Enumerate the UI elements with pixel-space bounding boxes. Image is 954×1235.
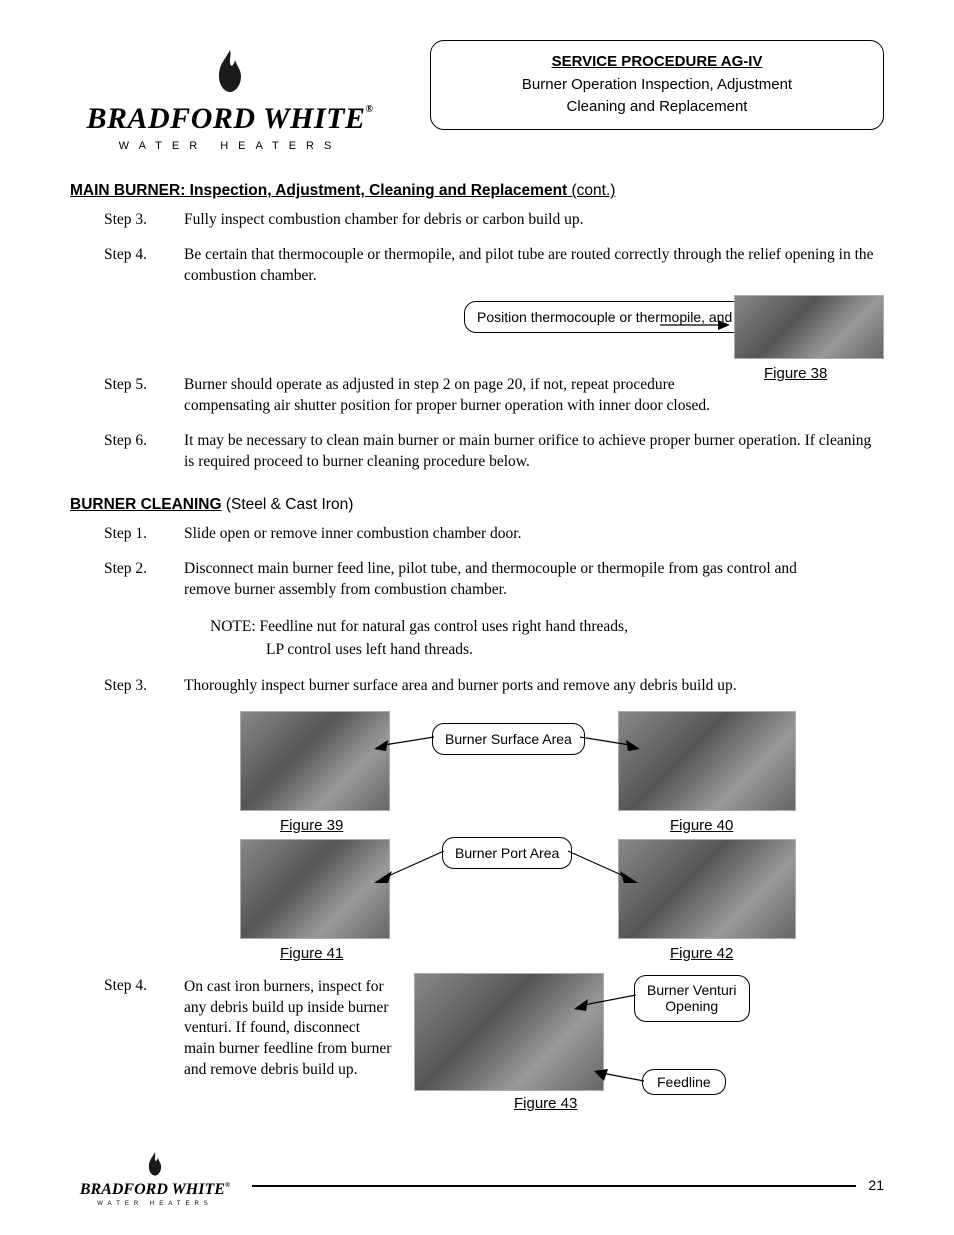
arrow-icon [374, 845, 444, 885]
note-line: NOTE: Feedline nut for natural gas contr… [210, 615, 884, 638]
step-text: Slide open or remove inner combustion ch… [184, 524, 884, 545]
figure-39-image [240, 711, 390, 811]
footer-tagline: WATER HEATERS [70, 1201, 240, 1207]
step-text: On cast iron burners, inspect for any de… [184, 977, 394, 1082]
page: BRADFORD WHITE® WATER HEATERS SERVICE PR… [0, 0, 954, 1235]
arrow-icon [568, 845, 638, 885]
section-heading-main-burner: MAIN BURNER: Inspection, Adjustment, Cle… [70, 182, 884, 200]
figure-38-block: Position thermocouple or thermopile, and… [104, 301, 884, 381]
figure-43-block: Burner VenturiOpening Feedline Figure 43 [394, 977, 884, 1117]
procedure-box: SERVICE PROCEDURE AG-IV Burner Operation… [430, 40, 884, 130]
figure-43-caption: Figure 43 [514, 1095, 577, 1112]
figure-grid: Burner Surface Area Figure 39 Figure 40 … [70, 711, 884, 971]
footer-logo: BRADFORD WHITE® WATER HEATERS [70, 1151, 240, 1207]
flame-icon [205, 48, 255, 98]
figure-42-image [618, 839, 796, 939]
step-row: Step 1. Slide open or remove inner combu… [104, 524, 884, 545]
arrow-icon [374, 731, 434, 751]
step-text: Thoroughly inspect burner surface area a… [184, 676, 884, 697]
step-row: Step 3. Thoroughly inspect burner surfac… [104, 676, 884, 697]
step-label: Step 3. [104, 210, 184, 231]
logo-block: BRADFORD WHITE® WATER HEATERS [70, 40, 390, 152]
page-number: 21 [868, 1177, 884, 1193]
step-row: Step 6. It may be necessary to clean mai… [104, 431, 884, 473]
figure-41-caption: Figure 41 [280, 945, 343, 962]
figure-41-image [240, 839, 390, 939]
step-text: It may be necessary to clean main burner… [184, 431, 884, 473]
figure-40-image [618, 711, 796, 811]
step4-block: Step 4. On cast iron burners, inspect fo… [104, 977, 884, 1117]
step-label: Step 1. [104, 524, 184, 545]
arrow-icon [574, 991, 636, 1011]
page-header: BRADFORD WHITE® WATER HEATERS SERVICE PR… [70, 40, 884, 152]
arrow-icon [580, 731, 640, 751]
figure-38-caption: Figure 38 [764, 365, 827, 382]
step-row: Step 4. Be certain that thermocouple or … [104, 245, 884, 287]
step-row: Step 3. Fully inspect combustion chamber… [104, 210, 884, 231]
arrow-icon [594, 1069, 644, 1089]
figure-40-caption: Figure 40 [670, 817, 733, 834]
flame-icon [141, 1151, 169, 1179]
step-text: Be certain that thermocouple or thermopi… [184, 245, 884, 287]
footer-brand: BRADFORD WHITE® [70, 1181, 240, 1199]
step-text: Fully inspect combustion chamber for deb… [184, 210, 884, 231]
callout-port: Burner Port Area [442, 837, 572, 869]
figure-42-caption: Figure 42 [670, 945, 733, 962]
step-label: Step 2. [104, 559, 184, 601]
step-label: Step 3. [104, 676, 184, 697]
callout-feedline: Feedline [642, 1069, 726, 1095]
figure-39-caption: Figure 39 [280, 817, 343, 834]
step-row: Step 2. Disconnect main burner feed line… [104, 559, 884, 601]
step-label: Step 4. [104, 245, 184, 287]
procedure-line: Burner Operation Inspection, Adjustment [447, 74, 867, 97]
note-line: LP control uses left hand threads. [210, 638, 884, 661]
arrow-icon [660, 315, 730, 335]
brand-tagline: WATER HEATERS [70, 140, 390, 152]
note: NOTE: Feedline nut for natural gas contr… [210, 615, 884, 662]
step-label: Step 4. [104, 977, 184, 995]
callout-venturi: Burner VenturiOpening [634, 975, 750, 1023]
callout-surface: Burner Surface Area [432, 723, 585, 755]
step-label: Step 5. [104, 375, 184, 417]
procedure-title: SERVICE PROCEDURE AG-IV [447, 51, 867, 74]
section-heading-burner-cleaning: BURNER CLEANING (Steel & Cast Iron) [70, 496, 884, 514]
brand-name: BRADFORD WHITE® [70, 102, 390, 136]
procedure-line: Cleaning and Replacement [447, 96, 867, 119]
figure-38-image [734, 295, 884, 359]
footer-rule [252, 1185, 856, 1187]
page-footer: BRADFORD WHITE® WATER HEATERS 21 [70, 1151, 884, 1207]
step-label: Step 6. [104, 431, 184, 473]
step-text: Disconnect main burner feed line, pilot … [184, 559, 884, 601]
